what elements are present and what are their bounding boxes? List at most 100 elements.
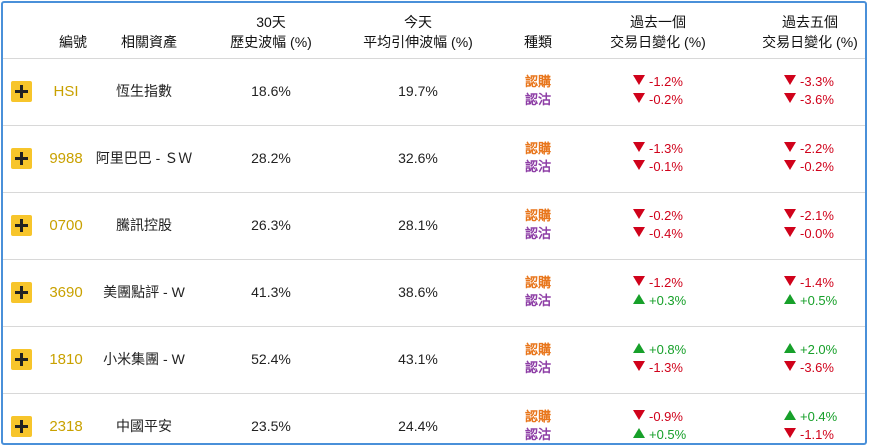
one-day-change: -1.2% +0.3% (633, 274, 686, 310)
call-link[interactable]: 認購 (524, 275, 551, 290)
five-day-change-call-value: -2.2% (800, 141, 834, 156)
one-day-change-put: -0.4% (633, 225, 683, 243)
header-vol30-line2: 歷史波幅 (%) (230, 34, 312, 50)
asset-name[interactable]: 中國平安 (116, 418, 172, 434)
arrow-down-icon (784, 428, 796, 438)
one-day-change-put: +0.5% (633, 426, 686, 443)
put-link[interactable]: 認沽 (524, 159, 551, 174)
header-vol-today-line2: 平均引伸波幅 (%) (363, 34, 473, 50)
historical-volatility: 26.3% (251, 217, 291, 233)
call-link[interactable]: 認購 (524, 74, 551, 89)
header-vol30-line1: 30天 (256, 14, 286, 30)
asset-name[interactable]: 小米集團 - W (103, 351, 185, 367)
one-day-change: -0.2% -0.4% (633, 207, 683, 243)
asset-code[interactable]: 2318 (49, 418, 83, 435)
header-chg1-line1: 過去一個 (630, 14, 686, 30)
five-day-change-call: +0.4% (784, 408, 837, 426)
expand-plus-icon[interactable] (11, 215, 32, 236)
arrow-up-icon (633, 294, 645, 304)
expand-plus-icon[interactable] (11, 148, 32, 169)
arrow-down-icon (633, 227, 645, 237)
one-day-change-put: -0.1% (633, 158, 683, 176)
one-day-change-put-value: +0.3% (649, 293, 687, 308)
arrow-down-icon (633, 361, 645, 371)
arrow-up-icon (633, 428, 645, 438)
header-chg5-line1: 過去五個 (782, 14, 838, 30)
historical-volatility: 23.5% (251, 418, 291, 434)
asset-code[interactable]: 9988 (49, 150, 83, 167)
header-chg5: 過去五個 交易日變化 (%) (750, 12, 865, 52)
arrow-up-icon (784, 343, 796, 353)
five-day-change-put: +0.5% (784, 292, 837, 310)
asset-code[interactable]: 1810 (49, 351, 83, 368)
five-day-change-put-value: -1.1% (800, 427, 834, 442)
warrant-types: 認購 認沽 (508, 341, 568, 377)
five-day-change-put: -0.2% (784, 158, 834, 176)
expand-plus-icon[interactable] (11, 282, 32, 303)
warrant-types: 認購 認沽 (508, 274, 568, 310)
put-link[interactable]: 認沽 (524, 226, 551, 241)
call-link[interactable]: 認購 (524, 208, 551, 223)
five-day-change-call: -1.4% (784, 274, 837, 292)
one-day-change-call: -1.2% (633, 274, 686, 292)
arrow-down-icon (784, 276, 796, 286)
expand-plus-icon[interactable] (11, 81, 32, 102)
one-day-change-call: -0.9% (633, 408, 686, 426)
one-day-change-call-value: -1.2% (649, 74, 683, 89)
implied-volatility: 43.1% (398, 351, 438, 367)
five-day-change-call-value: +0.4% (800, 409, 838, 424)
asset-name[interactable]: 阿里巴巴 - ＳＷ (95, 150, 193, 166)
arrow-up-icon (784, 410, 796, 420)
asset-name[interactable]: 騰訊控股 (116, 217, 172, 233)
table-row: 1810 小米集團 - W 52.4% 43.1% 認購 認沽 +0.8% -1.3% +2.0… (3, 327, 865, 394)
asset-code[interactable]: HSI (53, 83, 79, 100)
implied-volatility: 32.6% (398, 150, 438, 166)
put-link[interactable]: 認沽 (524, 293, 551, 308)
expand-plus-icon[interactable] (11, 416, 32, 437)
put-link[interactable]: 認沽 (524, 360, 551, 375)
one-day-change-put-value: -0.4% (649, 226, 683, 241)
five-day-change-call: +2.0% (784, 341, 837, 359)
expand-plus-icon[interactable] (11, 349, 32, 370)
warrant-types: 認購 認沽 (508, 140, 568, 176)
implied-volatility: 28.1% (398, 217, 438, 233)
asset-code[interactable]: 0700 (49, 217, 83, 234)
arrow-down-icon (633, 142, 645, 152)
call-link[interactable]: 認購 (524, 342, 551, 357)
asset-name[interactable]: 恆生指數 (116, 83, 172, 99)
table-row: 3690 美團點評 - W 41.3% 38.6% 認購認沽 -1.2% +0.3% -1.4… (3, 260, 865, 327)
call-link[interactable]: 認購 (524, 141, 551, 156)
five-day-change-put-value: +0.5% (800, 293, 838, 308)
five-day-change: -3.3% -3.6% (784, 73, 834, 109)
implied-volatility: 38.6% (398, 284, 438, 300)
header-asset: 相關資產 (121, 34, 177, 50)
five-day-change-call-value: -3.3% (800, 74, 834, 89)
arrow-down-icon (633, 276, 645, 286)
one-day-change-put-value: -0.1% (649, 159, 683, 174)
arrow-down-icon (633, 209, 645, 219)
arrow-down-icon (633, 410, 645, 420)
one-day-change-call-value: -0.2% (649, 208, 683, 223)
arrow-down-icon (784, 361, 796, 371)
historical-volatility: 41.3% (251, 284, 291, 300)
put-link[interactable]: 認沽 (524, 92, 551, 107)
header-type: 種類 (524, 34, 552, 50)
arrow-down-icon (784, 209, 796, 219)
put-link[interactable]: 認沽 (524, 427, 551, 442)
arrow-up-icon (633, 343, 645, 353)
table-header: 編號 相關資產 30天 歷史波幅 (%) 今天 平均引伸波幅 (%) 種類 過去… (3, 3, 865, 59)
table-row: 0700 騰訊控股 26.3% 28.1% 認購認沽 -0.2% -0.4% -2.1% -0.… (3, 193, 865, 260)
five-day-change: -2.1% -0.0% (784, 207, 834, 243)
header-chg5-line2: 交易日變化 (%) (762, 34, 858, 50)
asset-name[interactable]: 美團點評 - W (103, 284, 185, 300)
five-day-change-put: -0.0% (784, 225, 834, 243)
five-day-change-call-value: -2.1% (800, 208, 834, 223)
call-link[interactable]: 認購 (524, 409, 551, 424)
five-day-change-put-value: -3.6% (800, 360, 834, 375)
table-row: HSI 恆生指數 18.6% 19.7% 認購 認沽 -1.2% -0.2% -3.3% -3.6… (3, 59, 865, 126)
one-day-change-call-value: -1.3% (649, 141, 683, 156)
asset-code[interactable]: 3690 (49, 284, 83, 301)
header-chg1-line2: 交易日變化 (%) (610, 34, 706, 50)
one-day-change-call: -1.3% (633, 140, 683, 158)
